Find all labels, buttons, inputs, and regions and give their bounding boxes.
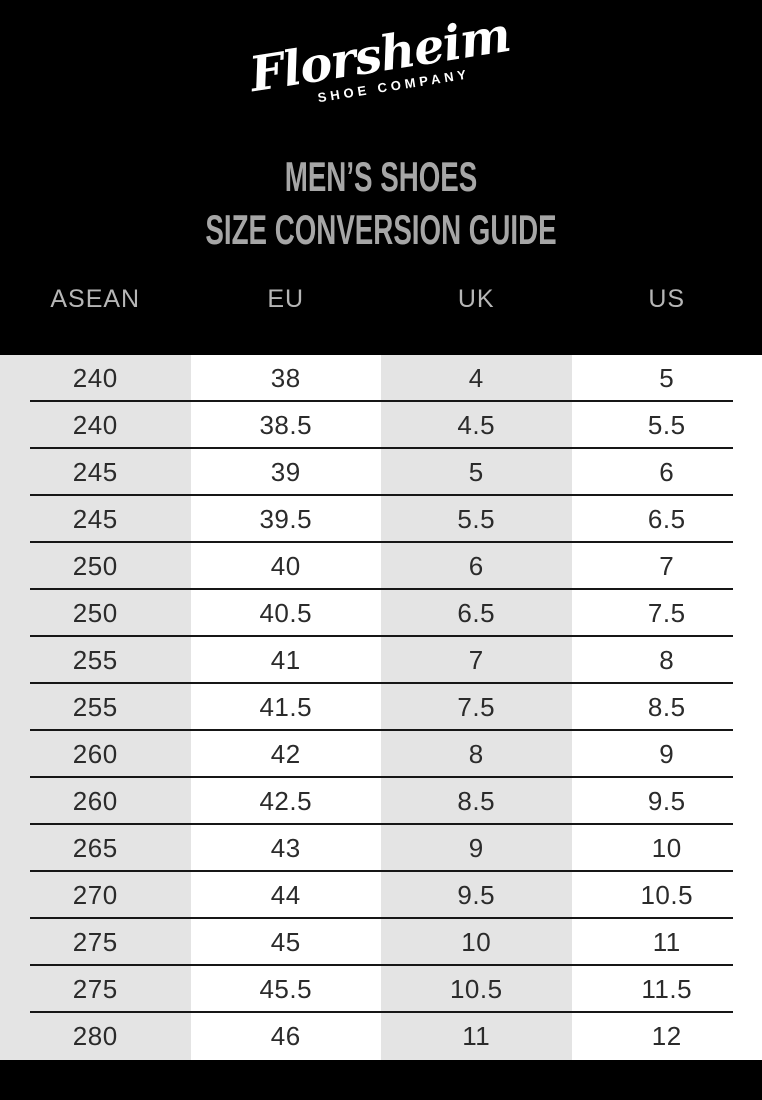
table-cell: 10 [381, 919, 572, 966]
table-row: 250 40.5 6.5 7.5 [0, 590, 762, 637]
table-cell: 43 [190, 825, 381, 872]
table-cell: 10.5 [381, 966, 572, 1013]
table-cell: 38 [190, 355, 381, 402]
table-cell: 280 [0, 1013, 191, 1060]
table-row: 280 46 11 12 [0, 1013, 762, 1060]
table-cell: 6 [381, 543, 572, 590]
table-cell: 9 [381, 825, 572, 872]
table-cell: 9 [571, 731, 762, 778]
table-cell: 10.5 [571, 872, 762, 919]
table-cell: 39 [190, 449, 381, 496]
conversion-table: 240 38 4 5 240 38.5 4.5 5.5 245 39 5 6 245 39.5 5.5 6.5… [0, 355, 762, 1060]
table-row: 255 41.5 7.5 8.5 [0, 684, 762, 731]
column-header-uk: UK [457, 285, 495, 313]
column-header-eu: EU [267, 285, 305, 313]
table-row: 260 42 8 9 [0, 731, 762, 778]
table-row: 240 38.5 4.5 5.5 [0, 402, 762, 449]
table-cell: 8.5 [381, 778, 572, 825]
table-cell: 45 [190, 919, 381, 966]
table-cell: 7 [571, 543, 762, 590]
table-cell: 40.5 [190, 590, 381, 637]
column-header-us: US [648, 285, 686, 313]
table-row: 245 39.5 5.5 6.5 [0, 496, 762, 543]
table-cell: 11 [571, 919, 762, 966]
table-column-headers: ASEAN EU UK US [0, 284, 762, 314]
logo-script-text: Florsheim [246, 6, 514, 104]
table-cell: 9.5 [571, 778, 762, 825]
table-cell: 255 [0, 684, 191, 731]
table-cell: 39.5 [190, 496, 381, 543]
table-cell: 7.5 [571, 590, 762, 637]
table-cell: 6 [571, 449, 762, 496]
table-cell: 11 [381, 1013, 572, 1060]
table-cell: 250 [0, 543, 191, 590]
table-cell: 245 [0, 449, 191, 496]
page-title-line1: MEN’S SHOES [284, 153, 478, 200]
table-cell: 250 [0, 590, 191, 637]
table-cell: 5.5 [381, 496, 572, 543]
table-row: 260 42.5 8.5 9.5 [0, 778, 762, 825]
table-cell: 42.5 [190, 778, 381, 825]
table-row: 265 43 9 10 [0, 825, 762, 872]
florsheim-logo: Florsheim SHOE COMPANY [0, 0, 762, 154]
table-row: 270 44 9.5 10.5 [0, 872, 762, 919]
page-title-line2: SIZE CONVERSION GUIDE [205, 206, 557, 253]
table-cell: 41.5 [190, 684, 381, 731]
table-cell: 41 [190, 637, 381, 684]
table-cell: 4.5 [381, 402, 572, 449]
table-cell: 245 [0, 496, 191, 543]
table-cell: 265 [0, 825, 191, 872]
table-cell: 275 [0, 919, 191, 966]
table-cell: 240 [0, 402, 191, 449]
table-cell: 275 [0, 966, 191, 1013]
table-cell: 12 [571, 1013, 762, 1060]
table-cell: 270 [0, 872, 191, 919]
table-cell: 8.5 [571, 684, 762, 731]
table-cell: 6.5 [571, 496, 762, 543]
table-row: 255 41 7 8 [0, 637, 762, 684]
table-cell: 5 [571, 355, 762, 402]
table-row: 240 38 4 5 [0, 355, 762, 402]
table-row: 250 40 6 7 [0, 543, 762, 590]
table-cell: 260 [0, 778, 191, 825]
table-cell: 9.5 [381, 872, 572, 919]
table-cell: 42 [190, 731, 381, 778]
table-cell: 7 [381, 637, 572, 684]
table-cell: 46 [190, 1013, 381, 1060]
table-cell: 45.5 [190, 966, 381, 1013]
table-cell: 44 [190, 872, 381, 919]
table-cell: 8 [381, 731, 572, 778]
page-footer [0, 1060, 762, 1100]
page-title: MEN’S SHOES SIZE CONVERSION GUIDE [130, 150, 633, 256]
table-cell: 6.5 [381, 590, 572, 637]
table-cell: 5 [381, 449, 572, 496]
table-cell: 260 [0, 731, 191, 778]
table-row: 275 45.5 10.5 11.5 [0, 966, 762, 1013]
table-row: 245 39 5 6 [0, 449, 762, 496]
table-cell: 4 [381, 355, 572, 402]
table-cell: 7.5 [381, 684, 572, 731]
table-cell: 11.5 [571, 966, 762, 1013]
table-cell: 255 [0, 637, 191, 684]
table-cell: 8 [571, 637, 762, 684]
table-row: 275 45 10 11 [0, 919, 762, 966]
column-header-asean: ASEAN [50, 285, 141, 313]
table-cell: 38.5 [190, 402, 381, 449]
table-cell: 240 [0, 355, 191, 402]
page-header: Florsheim SHOE COMPANY MEN’S SHOES SIZE … [0, 0, 762, 355]
table-cell: 40 [190, 543, 381, 590]
table-cell: 5.5 [571, 402, 762, 449]
table-cell: 10 [571, 825, 762, 872]
